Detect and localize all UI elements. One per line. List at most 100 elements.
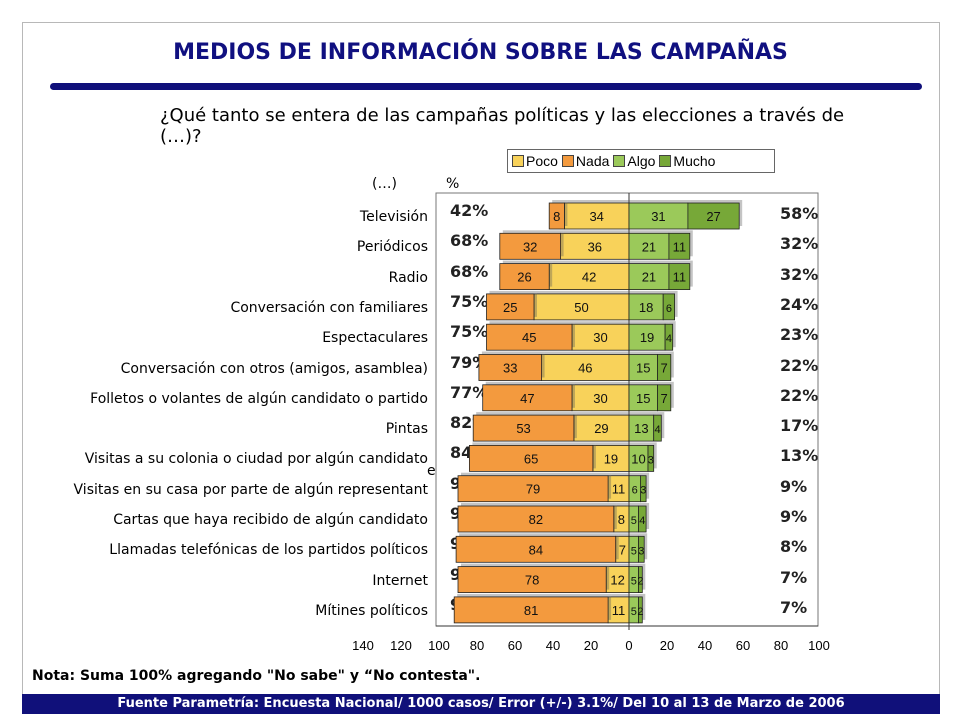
x-tick-label: 20 bbox=[584, 638, 598, 653]
row-2-algo-bar bbox=[628, 263, 670, 291]
row-1-mucho-bar bbox=[668, 232, 691, 260]
row-4-mucho-bar-label: 4 bbox=[666, 333, 672, 345]
row-9-mucho-bar bbox=[640, 475, 647, 503]
row-9-algo-bar-label: 6 bbox=[632, 485, 638, 497]
row-9-nada-bar bbox=[457, 475, 609, 503]
row-1-poco-bar-label: 36 bbox=[588, 239, 602, 254]
row-5-mucho-bar bbox=[657, 354, 672, 381]
x-tick-label: 0 bbox=[625, 638, 632, 653]
total-negative-label: 68% bbox=[450, 231, 489, 251]
row-7-nada-bar-label: 53 bbox=[516, 421, 530, 436]
row-5-nada-bar-label: 33 bbox=[503, 361, 517, 376]
row-3-algo-bar bbox=[628, 293, 664, 321]
row-5-algo-bar-label: 15 bbox=[636, 361, 650, 376]
row-13-poco-bar-label: 11 bbox=[612, 603, 626, 618]
row-4-algo-bar bbox=[628, 323, 666, 351]
category-header: (…) bbox=[372, 176, 397, 192]
row-3-mucho-bar-label: 6 bbox=[666, 303, 672, 315]
total-negative-label: 68% bbox=[450, 261, 489, 281]
x-tick-label: 20 bbox=[660, 638, 674, 653]
x-tick-label: 60 bbox=[736, 638, 750, 653]
x-tick-label: 120 bbox=[390, 638, 412, 653]
legend-swatch-algo bbox=[613, 155, 626, 167]
title-rule bbox=[50, 83, 922, 90]
row-6-algo-bar bbox=[628, 384, 658, 412]
row-3-algo-bar-label: 18 bbox=[639, 300, 653, 315]
row-4-poco-bar-label: 30 bbox=[593, 330, 607, 345]
row-6-nada-bar bbox=[482, 384, 573, 412]
row-0-mucho-bar-label: 27 bbox=[706, 209, 720, 224]
total-positive-label: 24% bbox=[780, 294, 819, 314]
row-0-algo-bar bbox=[628, 202, 689, 230]
x-tick-label: 100 bbox=[428, 638, 450, 653]
legend-label-poco: Poco bbox=[526, 153, 558, 169]
row-1-mucho-bar-label: 11 bbox=[673, 239, 687, 254]
row-10-mucho-bar-label: 4 bbox=[639, 515, 645, 527]
total-positive-label: 32% bbox=[780, 234, 819, 254]
row-6-mucho-bar-label: 7 bbox=[661, 391, 668, 406]
row-12-mucho-bar-shadow bbox=[641, 563, 646, 590]
row-4-algo-bar-label: 19 bbox=[640, 330, 654, 345]
row-0-nada-bar bbox=[548, 202, 565, 230]
x-tick-label: 100 bbox=[808, 638, 830, 653]
row-2-mucho-bar-label: 11 bbox=[673, 270, 687, 285]
row-0-nada-bar-label: 8 bbox=[553, 209, 560, 224]
legend-swatch-mucho bbox=[659, 155, 672, 167]
row-2-poco-bar bbox=[548, 263, 630, 291]
row-13-mucho-bar-label: 2 bbox=[637, 606, 643, 618]
row-7-nada-bar bbox=[472, 414, 575, 442]
total-positive-label: 17% bbox=[780, 416, 819, 436]
row-2-algo-bar-label: 21 bbox=[642, 270, 656, 285]
row-1-nada-bar bbox=[499, 232, 561, 260]
row-5-algo-bar bbox=[628, 354, 658, 381]
category-label: Visitas a su colonia o ciudad por algún … bbox=[84, 451, 428, 468]
row-2-poco-bar-label: 42 bbox=[582, 270, 596, 285]
source-footer: Fuente Parametría: Encuesta Nacional/ 10… bbox=[22, 694, 940, 714]
row-1-algo-bar-label: 21 bbox=[642, 239, 656, 254]
x-tick-label: 40 bbox=[546, 638, 560, 653]
row-3-poco-bar-label: 50 bbox=[574, 300, 588, 315]
row-8-nada-bar bbox=[468, 444, 594, 472]
row-12-poco-bar-label: 12 bbox=[610, 573, 624, 588]
row-8-mucho-bar bbox=[647, 444, 655, 472]
row-9-poco-bar-label: 11 bbox=[612, 482, 626, 497]
row-5-mucho-bar-label: 7 bbox=[661, 361, 668, 376]
chart-legend: Poco Nada Algo Mucho bbox=[507, 149, 775, 173]
total-positive-label: 9% bbox=[780, 476, 808, 496]
row-2-nada-bar-label: 26 bbox=[517, 270, 531, 285]
page-title: MEDIOS DE INFORMACIÓN SOBRE LAS CAMPAÑAS bbox=[173, 40, 788, 65]
row-11-mucho-bar bbox=[638, 535, 645, 563]
legend-item-algo: Algo bbox=[613, 153, 655, 169]
row-13-mucho-bar bbox=[638, 596, 643, 624]
stray-mark: e bbox=[427, 463, 436, 479]
total-negative-label: 42% bbox=[450, 201, 489, 220]
legend-swatch-nada bbox=[561, 155, 574, 167]
row-4-mucho-bar bbox=[664, 323, 674, 351]
row-0-poco-bar bbox=[564, 202, 630, 230]
row-1-nada-bar-label: 32 bbox=[523, 239, 537, 254]
row-7-algo-bar-label: 13 bbox=[634, 421, 648, 436]
legend-item-nada: Nada bbox=[561, 153, 610, 169]
legend-label-nada: Nada bbox=[575, 153, 610, 169]
row-6-poco-bar-label: 30 bbox=[593, 391, 607, 406]
x-tick-label: 140 bbox=[352, 638, 374, 653]
row-8-nada-bar-label: 65 bbox=[524, 451, 538, 466]
row-11-mucho-bar-label: 3 bbox=[638, 545, 644, 557]
category-label: Conversación con otros (amigos, asamblea… bbox=[120, 360, 428, 377]
row-3-poco-bar bbox=[533, 293, 630, 321]
row-6-algo-bar-label: 15 bbox=[636, 391, 650, 406]
row-10-nada-bar bbox=[457, 505, 615, 533]
row-7-poco-bar-label: 29 bbox=[594, 421, 608, 436]
row-7-mucho-bar-label: 4 bbox=[654, 424, 660, 436]
row-8-poco-bar-label: 19 bbox=[604, 451, 618, 466]
legend-swatch-poco bbox=[512, 155, 524, 167]
row-5-nada-bar bbox=[478, 354, 542, 381]
total-negative-label: 77% bbox=[450, 382, 489, 402]
row-5-poco-bar-label: 46 bbox=[578, 361, 592, 376]
percent-header: % bbox=[446, 176, 460, 192]
total-positive-label: 7% bbox=[780, 597, 808, 617]
row-7-poco-bar bbox=[573, 414, 630, 442]
x-tick-label: 80 bbox=[774, 638, 788, 653]
category-label: Visitas en su casa por parte de algún re… bbox=[73, 481, 428, 498]
